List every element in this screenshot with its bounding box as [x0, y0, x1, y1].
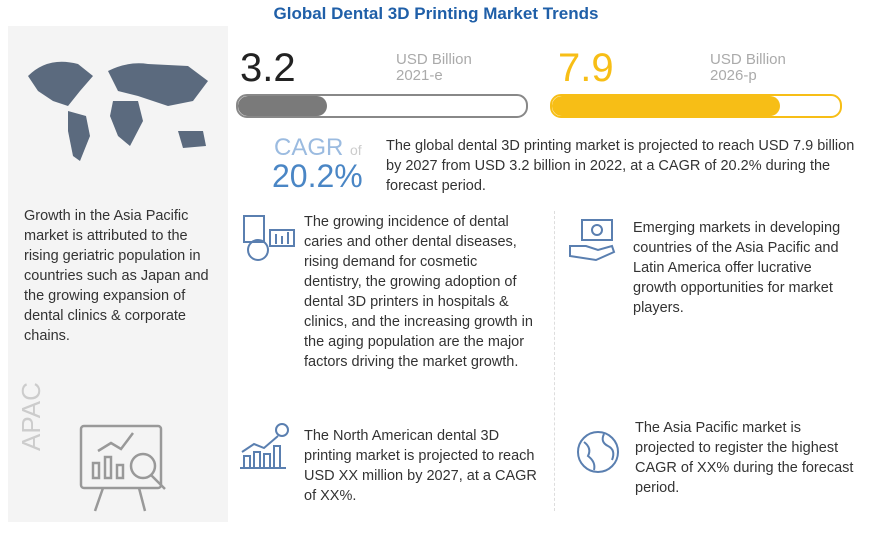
- progress-fill-2026: [552, 96, 780, 116]
- value-2026: 7.9: [558, 46, 614, 90]
- cagr-of: of: [350, 142, 362, 158]
- unit-2021: USD Billion: [396, 51, 472, 68]
- main-panel: 3.2 USD Billion 2021-e 7.9 USD Billion 2…: [228, 26, 864, 522]
- progress-bar-2021: [236, 94, 528, 118]
- cagr-label: CAGR of: [274, 134, 362, 162]
- year-2021: 2021-e: [396, 67, 443, 84]
- cagr-word: CAGR: [274, 134, 344, 161]
- world-map-icon: [28, 61, 208, 161]
- divider: [554, 211, 556, 511]
- left-panel: Growth in the Asia Pacific market is att…: [8, 26, 228, 522]
- cagr-description: The global dental 3D printing market is …: [386, 138, 855, 194]
- presentation-analysis-icon: [79, 424, 166, 512]
- dental-report-icon: [243, 215, 295, 261]
- growth-chart-icon: [240, 423, 289, 469]
- progress-bar-2026: [550, 94, 842, 118]
- cagr-value: 20.2%: [272, 158, 363, 194]
- point-opportunities: Emerging markets in developing countries…: [633, 220, 841, 316]
- region-label: APAC: [16, 382, 46, 451]
- point-asia-pacific: The Asia Pacific market is projected to …: [635, 420, 854, 496]
- year-2026: 2026-p: [710, 67, 757, 84]
- apac-growth-text: Growth in the Asia Pacific market is att…: [24, 208, 209, 344]
- progress-fill-2021: [238, 96, 328, 116]
- unit-2026: USD Billion: [710, 51, 786, 68]
- point-north-america: The North American dental 3D printing ma…: [304, 428, 537, 504]
- money-hand-icon: [569, 219, 616, 262]
- point-drivers: The growing incidence of dental caries a…: [304, 214, 533, 370]
- value-2021: 3.2: [240, 46, 296, 90]
- globe-icon: [577, 431, 619, 473]
- page-title: Global Dental 3D Printing Market Trends: [273, 4, 599, 23]
